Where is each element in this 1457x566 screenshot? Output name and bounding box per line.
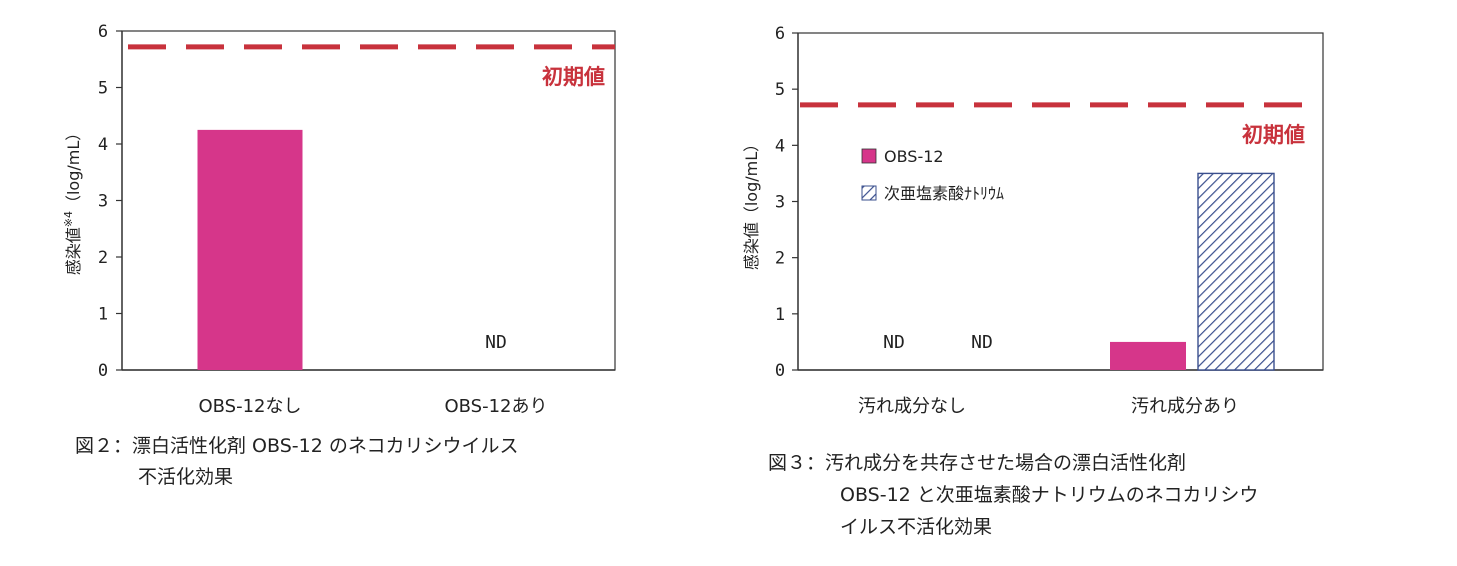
- fig3-legend: OBS-12 次亜塩素酸ﾅﾄﾘｳﾑ: [861, 147, 1004, 203]
- fig2-y-axis-title-sup: ※4: [62, 211, 75, 227]
- fig2-y-tick-label: 2: [98, 248, 108, 268]
- fig2-nd-label: ND: [485, 332, 507, 353]
- fig3-y-tick-label: 5: [775, 80, 785, 100]
- legend-swatch-hypochlorite: [861, 185, 877, 201]
- fig3-y-tick-label: 2: [775, 249, 785, 269]
- fig2-y-axis-title-unit: （log/mL）: [64, 125, 83, 211]
- fig3-category-label-0: 汚れ成分なし: [858, 396, 966, 417]
- fig2-y-tick-label: 1: [98, 305, 108, 325]
- fig3-nd-label-hypochlorite: ND: [971, 332, 993, 353]
- fig2-bar-obs12-0: [197, 129, 303, 370]
- fig2-y-tick-label: 0: [98, 361, 108, 381]
- fig3-y-tick-label: 3: [775, 193, 785, 213]
- fig2-y-axis-title: 感染値※4（log/mL）: [62, 125, 83, 276]
- fig2-caption-line-2: 不活化効果: [138, 466, 233, 488]
- legend-label-hypochlorite: 次亜塩素酸ﾅﾄﾘｳﾑ: [884, 184, 1004, 203]
- fig3-caption-line-1: 図３：汚れ成分を共存させた場合の漂白活性化剤: [768, 452, 1186, 474]
- fig3-bars: [1110, 172, 1275, 371]
- figure-2: 0 1 2 3 4 5 6 初期値 ND OBS-12なし OBS-12あり 感染値※4（l…: [62, 22, 616, 488]
- fig2-bars: [197, 129, 303, 370]
- fig3-caption-line-3: イルス不活化効果: [840, 516, 992, 538]
- fig3-y-ticks: 0 1 2 3 4 5 6: [775, 24, 798, 381]
- fig3-bar-obs12-1: [1110, 341, 1186, 370]
- fig2-caption-line-1: 図２：漂白活性化剤 OBS-12 のネコカリシウイルス: [75, 435, 518, 457]
- fig3-caption-line-2: OBS-12 と次亜塩素酸ナトリウムのネコカリシウ: [840, 484, 1258, 506]
- fig3-reference-label: 初期値: [1242, 123, 1305, 147]
- fig3-y-tick-label: 6: [775, 24, 785, 44]
- fig3-y-axis-title-unit: （log/mL）: [742, 136, 761, 222]
- legend-swatch-obs12: [861, 148, 877, 164]
- fig2-y-tick-label: 6: [98, 22, 108, 42]
- fig2-y-ticks: 0 1 2 3 4 5 6: [98, 22, 122, 381]
- fig3-y-tick-label: 4: [775, 136, 785, 156]
- fig3-y-axis-title-main: 感染値: [742, 222, 761, 270]
- fig3-y-tick-label: 0: [775, 361, 785, 381]
- figure-3: 0 1 2 3 4 5 6 初期値 ND ND 汚れ成分なし 汚れ成分あり 感染値（log/…: [742, 24, 1324, 538]
- fig2-y-tick-label: 4: [98, 135, 108, 155]
- fig2-y-axis-title-main: 感染値: [64, 227, 83, 275]
- fig2-reference-label: 初期値: [542, 65, 605, 89]
- fig2-y-tick-label: 5: [98, 79, 108, 99]
- fig2-category-label-0: OBS-12なし: [198, 396, 301, 417]
- legend-label-obs12: OBS-12: [884, 147, 944, 166]
- fig3-y-axis-title: 感染値（log/mL）: [742, 136, 761, 270]
- fig2-category-label-1: OBS-12あり: [444, 396, 547, 417]
- fig3-y-tick-label: 1: [775, 305, 785, 325]
- fig3-category-label-1: 汚れ成分あり: [1131, 396, 1239, 417]
- fig3-bar-hypochlorite-1: [1197, 172, 1275, 371]
- fig2-y-tick-label: 3: [98, 192, 108, 212]
- fig3-nd-label-obs12: ND: [883, 332, 905, 353]
